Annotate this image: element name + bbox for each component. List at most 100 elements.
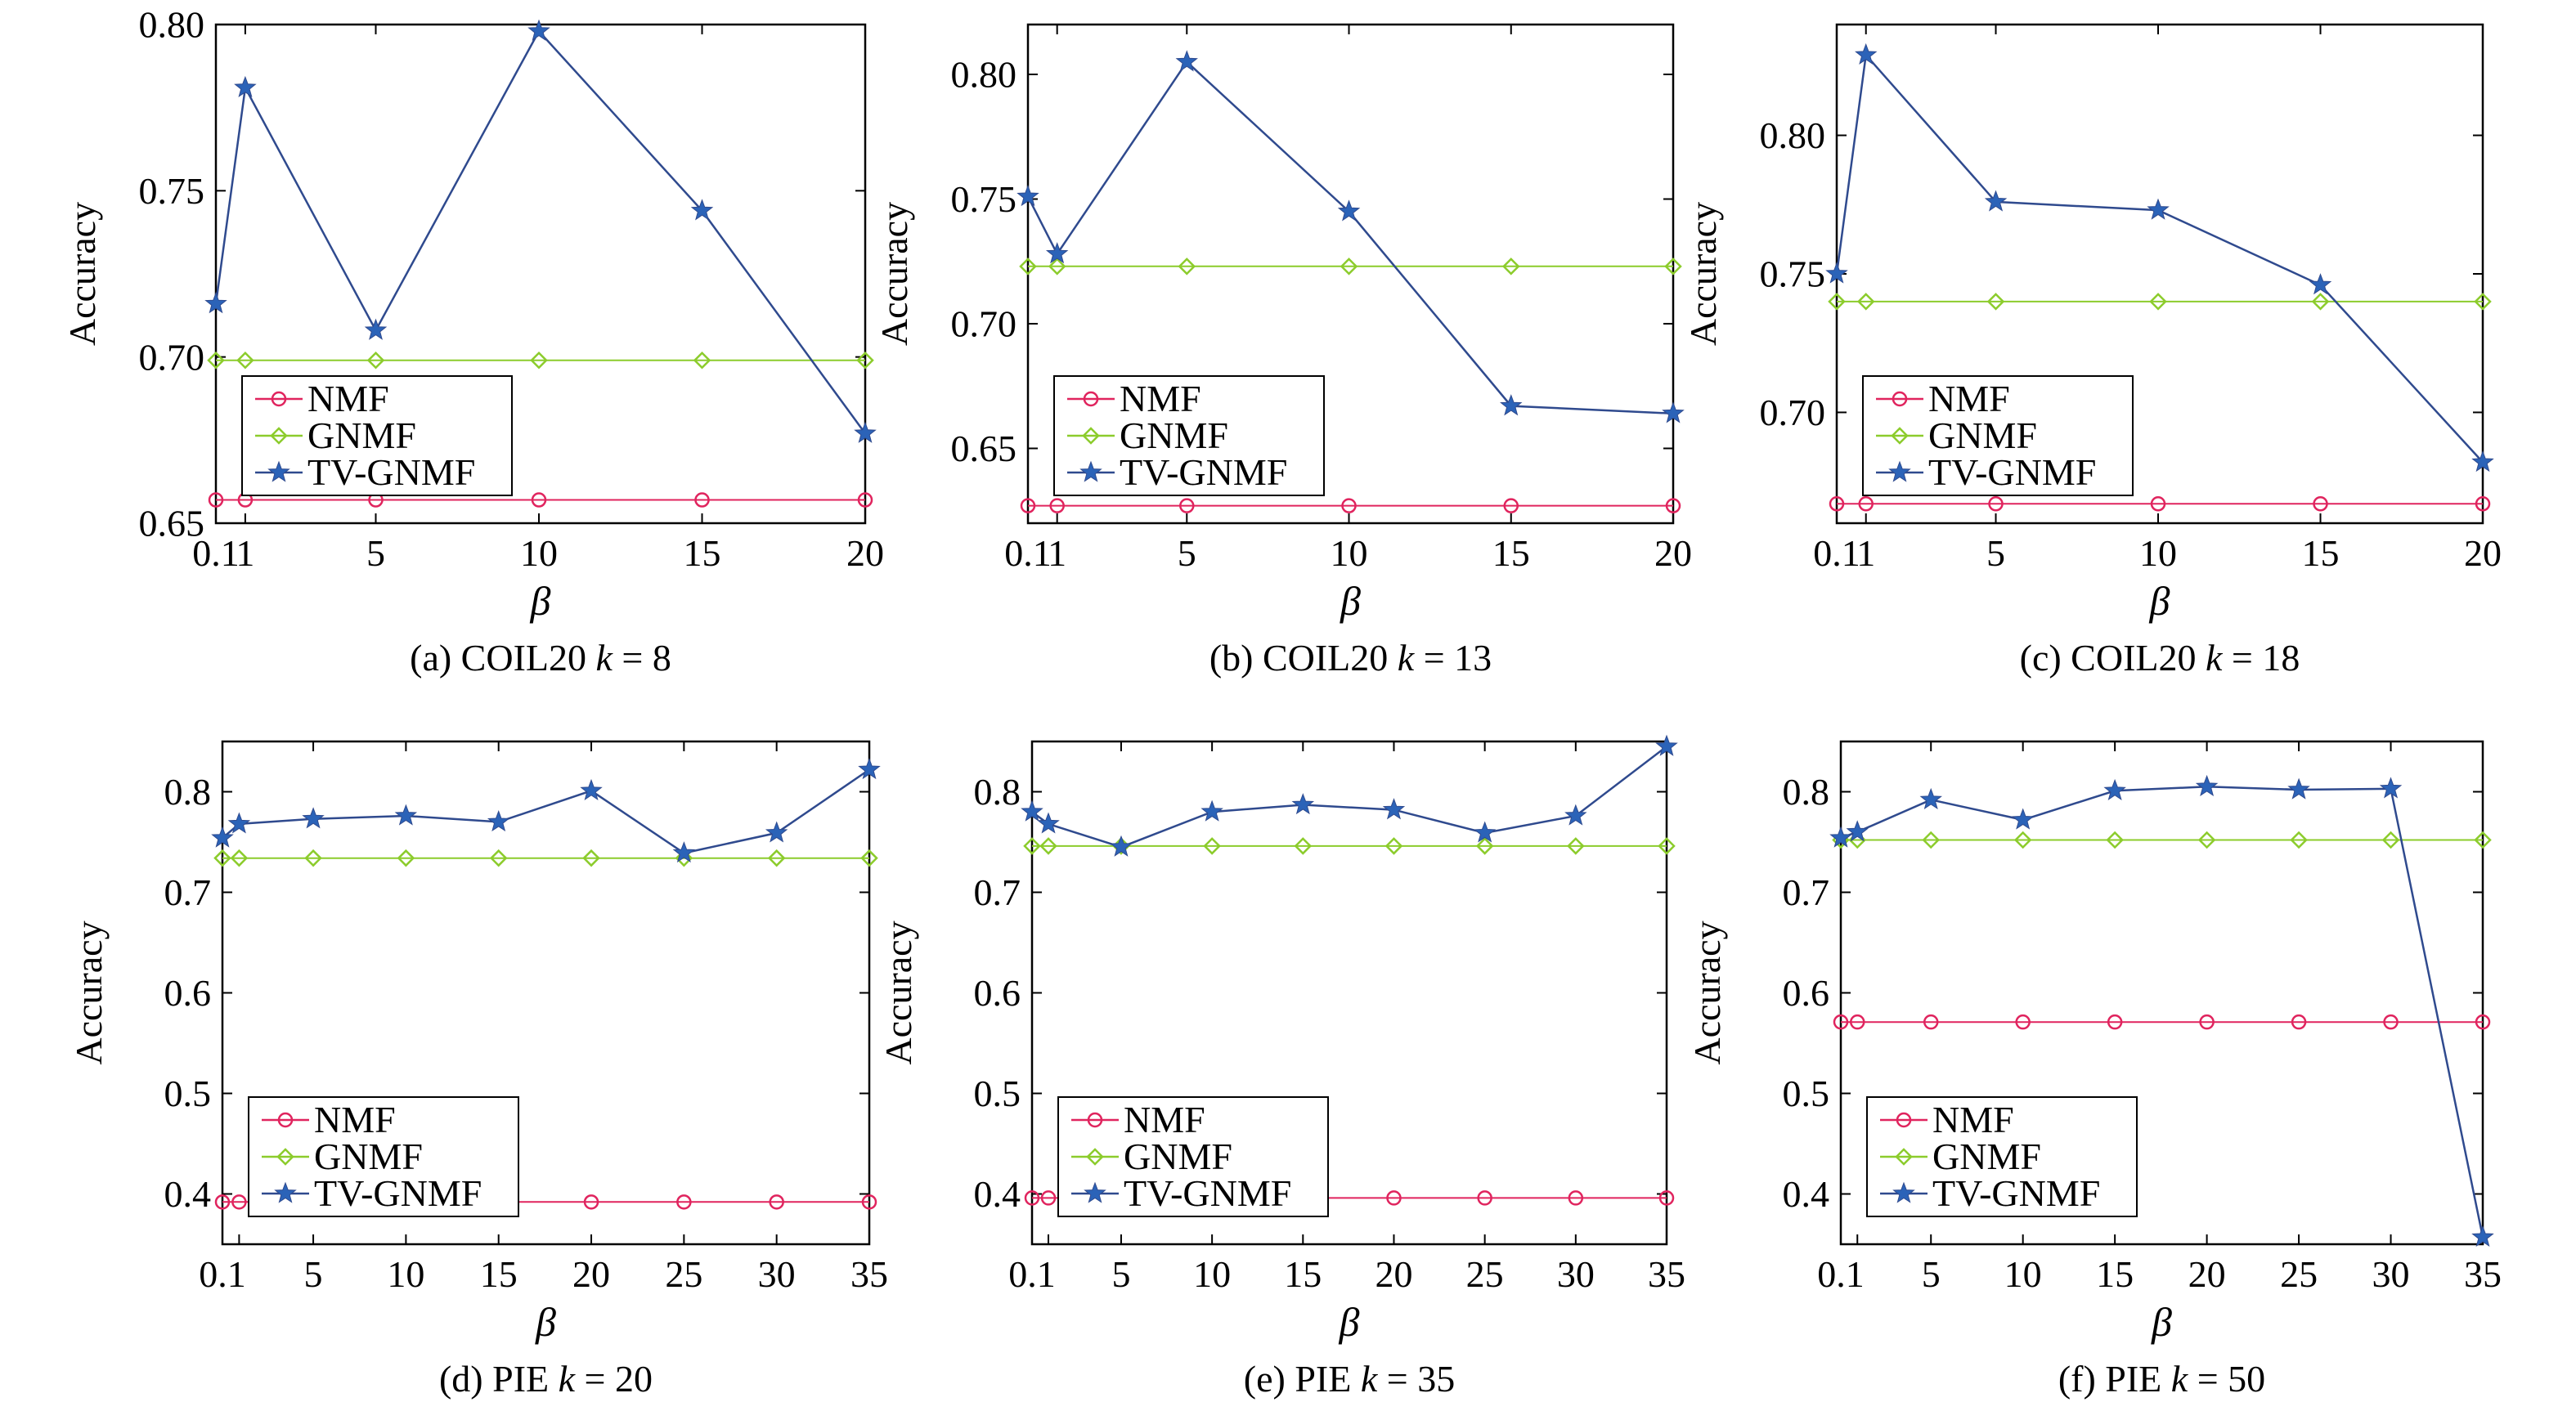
data-point	[2475, 1014, 2491, 1030]
y-tick-label: 0.75	[1760, 253, 1826, 295]
legend-marker	[1896, 1112, 1912, 1128]
x-axis-label: β	[535, 1299, 556, 1345]
data-point	[2107, 1014, 2123, 1030]
legend-label: TV-GNMF	[1120, 451, 1287, 493]
data-point	[1503, 498, 1519, 513]
data-point	[2290, 831, 2308, 849]
x-tick-label: 0.1	[1813, 532, 1860, 574]
data-point	[207, 351, 225, 370]
x-tick-label: 0.1	[199, 1253, 246, 1295]
data-point	[1665, 498, 1681, 513]
legend-label: GNMF	[307, 414, 416, 456]
data-point	[236, 351, 254, 370]
data-point	[2474, 831, 2492, 849]
chart-panel-5: 0.4 0.5 0.6 0.7 0.8 0.1 5 10 15 20 25 30 35 Accuracy β…	[877, 734, 1685, 1400]
chart-panel-4: 0.4 0.5 0.6 0.7 0.8 0.1 5 10 15 20 25 30 35 Accuracy β…	[68, 740, 888, 1400]
legend-label: GNMF	[1120, 414, 1228, 456]
x-tick-label: 25	[1466, 1253, 1504, 1295]
x-tick-label: 10	[2004, 1253, 2042, 1295]
legend-marker	[277, 1112, 294, 1128]
x-tick-label: 15	[480, 1253, 518, 1295]
data-point	[1179, 498, 1195, 513]
caption-suffix: = 20	[575, 1358, 653, 1400]
data-point	[769, 1194, 784, 1210]
series-tv-gnmf	[204, 19, 877, 443]
data-point	[1040, 1190, 1057, 1206]
data-point	[2106, 831, 2124, 849]
data-point	[1337, 199, 1361, 222]
data-point	[227, 812, 251, 834]
data-point	[234, 75, 257, 97]
x-tick-label: 1	[236, 532, 254, 574]
data-point	[1021, 800, 1043, 822]
chart-panel-6: 0.4 0.5 0.6 0.7 0.8 0.1 5 10 15 20 25 30 35 Accuracy β…	[1686, 740, 2502, 1400]
x-tick-label: 35	[2464, 1253, 2502, 1295]
data-point	[1178, 258, 1196, 275]
data-point	[1568, 1190, 1584, 1206]
series-gnmf	[1019, 258, 1682, 275]
caption-prefix: (e) PIE	[1244, 1358, 1361, 1400]
x-tick-label: 30	[2372, 1253, 2410, 1295]
x-axis-label: β	[2151, 1299, 2172, 1345]
panel-caption: (e) PIE k = 35	[1244, 1358, 1455, 1400]
series-gnmf	[1828, 293, 2492, 311]
data-point	[1829, 826, 1852, 848]
x-tick-label: 20	[572, 1253, 610, 1295]
data-point	[858, 757, 881, 780]
caption-k: k	[2171, 1358, 2189, 1400]
y-tick-label: 0.7	[164, 871, 212, 913]
x-tick-label: 5	[1178, 532, 1196, 574]
data-point	[394, 804, 418, 826]
legend-marker	[1895, 1148, 1913, 1166]
legend-label: TV-GNMF	[1928, 451, 2096, 493]
legend-marker	[1086, 1148, 1104, 1166]
y-tick-label: 0.4	[974, 1173, 1021, 1215]
data-point	[1037, 812, 1060, 834]
x-tick-label: 25	[2280, 1253, 2318, 1295]
caption-suffix: = 8	[613, 637, 671, 679]
legend-marker	[1083, 391, 1099, 407]
legend-marker	[1892, 391, 1908, 407]
series-tv-gnmf	[1829, 774, 2494, 1248]
y-tick-label: 0.6	[1783, 972, 1830, 1014]
data-point	[1294, 837, 1313, 855]
x-tick-label: 0.1	[1008, 1253, 1056, 1295]
data-point	[2471, 450, 2494, 473]
y-tick-label: 0.5	[164, 1073, 212, 1114]
x-axis-label: β	[2149, 578, 2170, 624]
data-point	[1386, 1190, 1402, 1206]
data-point	[1016, 184, 1039, 207]
legend-label: NMF	[314, 1099, 396, 1140]
x-tick-label: 5	[1922, 1253, 1941, 1295]
y-tick-label: 0.80	[1760, 114, 1826, 156]
data-point	[854, 421, 877, 443]
legend-label: NMF	[1928, 378, 2010, 419]
data-point	[1200, 800, 1223, 822]
y-tick-label: 0.4	[1783, 1173, 1830, 1215]
data-point	[2103, 778, 2126, 800]
data-point	[1658, 837, 1676, 855]
data-point	[530, 351, 548, 370]
series-tv-gnmf	[1825, 43, 2494, 473]
y-tick-label: 0.4	[164, 1173, 212, 1215]
x-tick-label: 30	[758, 1253, 796, 1295]
x-tick-label: 20	[2188, 1253, 2226, 1295]
data-point	[1175, 50, 1198, 72]
data-point	[1340, 258, 1358, 275]
data-point	[230, 849, 249, 867]
legend-marker	[1084, 1181, 1106, 1203]
y-axis-label: Accuracy	[68, 921, 110, 1064]
data-point	[397, 849, 415, 867]
series-gnmf	[1832, 831, 2492, 849]
x-tick-label: 5	[1111, 1253, 1130, 1295]
y-tick-label: 0.75	[951, 178, 1017, 220]
caption-prefix: (d) PIE	[439, 1358, 559, 1400]
data-point	[1500, 394, 1523, 416]
data-point	[1662, 401, 1685, 423]
caption-suffix: = 13	[1414, 637, 1492, 679]
data-point	[2199, 1014, 2215, 1030]
data-point	[1664, 258, 1682, 275]
